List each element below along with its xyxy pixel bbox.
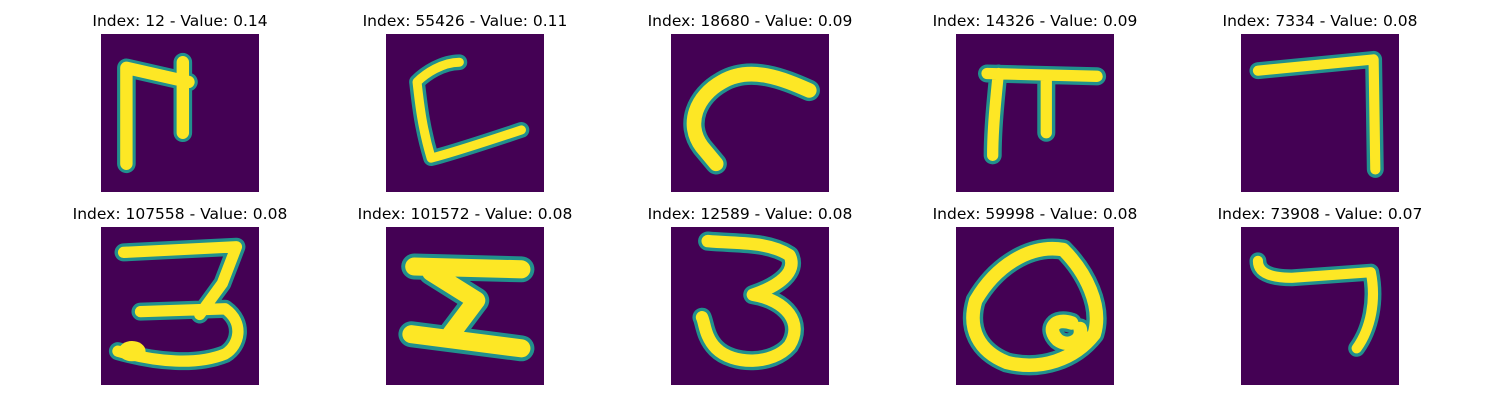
image-panel-2: Index: 55426 - Value: 0.11 [322,10,608,192]
image-panel-6: Index: 107558 - Value: 0.08 [37,203,323,385]
image-panel-4: Index: 14326 - Value: 0.09 [892,10,1178,192]
panel-title: Index: 55426 - Value: 0.11 [362,12,568,30]
panel-title: Index: 107558 - Value: 0.08 [72,205,288,223]
digit-image [101,34,259,192]
panel-title: Index: 101572 - Value: 0.08 [357,205,573,223]
panel-title: Index: 73908 - Value: 0.07 [1217,205,1423,223]
digit-image [956,34,1114,192]
digit-image [1241,34,1399,192]
image-background [956,34,1114,192]
digit-image [671,34,829,192]
image-panel-1: Index: 12 - Value: 0.14 [37,10,323,192]
panel-title: Index: 12589 - Value: 0.08 [647,205,853,223]
image-panel-5: Index: 7334 - Value: 0.08 [1177,10,1463,192]
image-panel-9: Index: 59998 - Value: 0.08 [892,203,1178,385]
panel-title: Index: 7334 - Value: 0.08 [1222,12,1418,30]
panel-title: Index: 59998 - Value: 0.08 [932,205,1138,223]
image-panel-8: Index: 12589 - Value: 0.08 [607,203,893,385]
panel-title: Index: 14326 - Value: 0.09 [932,12,1138,30]
image-panel-7: Index: 101572 - Value: 0.08 [322,203,608,385]
digit-image [956,227,1114,385]
digit-image [671,227,829,385]
panel-title: Index: 12 - Value: 0.14 [92,12,268,30]
panel-title: Index: 18680 - Value: 0.09 [647,12,853,30]
digit-image [386,34,544,192]
stroke-blob [118,340,146,362]
digit-image [1241,227,1399,385]
digit-image [386,227,544,385]
image-panel-3: Index: 18680 - Value: 0.09 [607,10,893,192]
digit-image [101,227,259,385]
image-panel-10: Index: 73908 - Value: 0.07 [1177,203,1463,385]
